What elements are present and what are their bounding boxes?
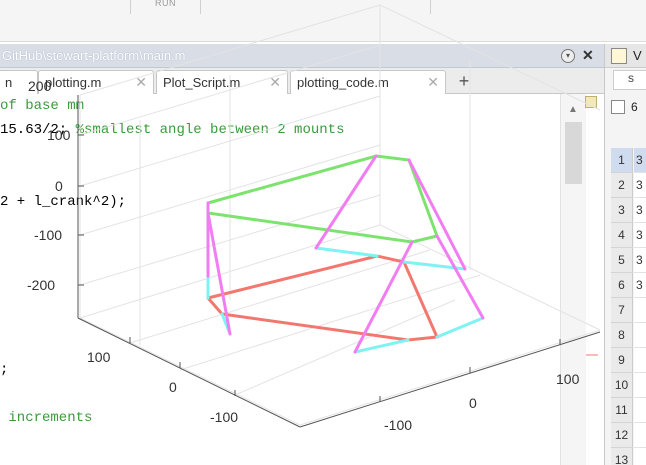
code-line: ; bbox=[0, 362, 9, 378]
toolstrip-divider bbox=[430, 0, 431, 14]
fold-icon[interactable] bbox=[585, 96, 597, 108]
variables-header: V bbox=[605, 44, 646, 68]
code-line: 15.63/2; %smallest angle between 2 mount… bbox=[0, 122, 344, 138]
variable-tab[interactable]: s bbox=[613, 70, 646, 90]
table-cell[interactable] bbox=[634, 298, 646, 323]
tab-main[interactable]: n bbox=[0, 70, 38, 94]
table-row-number[interactable]: 13 bbox=[611, 448, 633, 465]
add-tab-button[interactable]: + bbox=[458, 71, 470, 91]
table-cell[interactable]: 3 bbox=[634, 248, 646, 273]
table-row-number[interactable]: 4 bbox=[611, 223, 633, 248]
table-cell[interactable] bbox=[634, 398, 646, 423]
table-row-number[interactable]: 10 bbox=[611, 373, 633, 398]
editor-scrollbar[interactable]: ▲ bbox=[560, 94, 586, 465]
table-cell[interactable] bbox=[634, 348, 646, 373]
table-row-number[interactable]: 9 bbox=[611, 348, 633, 373]
table-cell[interactable]: 3 bbox=[634, 173, 646, 198]
tab-label: Plot_Script.m bbox=[163, 75, 241, 90]
code-text: 15.63/2; bbox=[0, 122, 76, 138]
window-menu-icon[interactable]: ▾ bbox=[561, 49, 575, 63]
table-row-number[interactable]: 3 bbox=[611, 198, 633, 223]
table-row-number[interactable]: 8 bbox=[611, 323, 633, 348]
variable-icon bbox=[611, 48, 627, 64]
code-line: increments bbox=[0, 410, 93, 426]
toolstrip-divider bbox=[130, 0, 131, 14]
table-row-number[interactable]: 12 bbox=[611, 423, 633, 448]
table-row-number[interactable]: 5 bbox=[611, 248, 633, 273]
variable-size: 6 bbox=[631, 100, 638, 114]
table-cell[interactable]: 3 bbox=[634, 198, 646, 223]
editor-file-path: GitHub\stewart-platform\main.m bbox=[2, 48, 186, 63]
tab-label: plotting_code.m bbox=[297, 75, 389, 90]
toolstrip-divider bbox=[200, 0, 201, 14]
table-cell[interactable] bbox=[634, 423, 646, 448]
toolstrip: RUN bbox=[0, 0, 646, 42]
run-section-label: RUN bbox=[155, 0, 176, 8]
close-icon[interactable]: ✕ bbox=[582, 47, 594, 63]
editor-tabbar: n plotting.m ✕ Plot_Script.m ✕ plotting_… bbox=[0, 68, 604, 94]
code-line: 2 + l_crank^2); bbox=[0, 194, 127, 210]
scrollbar-thumb[interactable] bbox=[565, 122, 582, 184]
table-row-number[interactable]: 1 bbox=[611, 148, 633, 173]
table-row-number[interactable]: 7 bbox=[611, 298, 633, 323]
code-comment: %smallest angle between 2 mounts bbox=[75, 122, 345, 138]
tab-plotting-code[interactable]: plotting_code.m ✕ bbox=[290, 70, 446, 94]
tab-plotting[interactable]: plotting.m ✕ bbox=[38, 70, 154, 94]
editor-titlebar: GitHub\stewart-platform\main.m ▾ ✕ bbox=[0, 44, 604, 68]
close-tab-icon[interactable]: ✕ bbox=[135, 74, 147, 90]
table-row-number[interactable]: 11 bbox=[611, 398, 633, 423]
workspace-panel: V s 6 1 3 2 3 3 3 4 3 5 3 6 3 7 8 9 10 11 12 13 bbox=[604, 44, 646, 465]
tab-label: n bbox=[5, 75, 13, 90]
table-cell[interactable] bbox=[634, 448, 646, 465]
tab-plot-script[interactable]: Plot_Script.m ✕ bbox=[156, 70, 288, 94]
variables-title: V bbox=[633, 48, 642, 63]
variable-tab-label: s bbox=[628, 71, 634, 85]
table-cell[interactable]: 3 bbox=[634, 273, 646, 298]
grid-icon bbox=[611, 100, 625, 114]
table-cell[interactable]: 3 bbox=[634, 223, 646, 248]
tab-label: plotting.m bbox=[45, 75, 102, 90]
table-cell[interactable] bbox=[634, 373, 646, 398]
table-row-number[interactable]: 2 bbox=[611, 173, 633, 198]
table-cell[interactable]: 3 bbox=[634, 148, 646, 173]
close-tab-icon[interactable]: ✕ bbox=[269, 74, 281, 90]
table-row-number[interactable]: 6 bbox=[611, 273, 633, 298]
table-cell[interactable] bbox=[634, 323, 646, 348]
close-tab-icon[interactable]: ✕ bbox=[427, 74, 439, 90]
scroll-up-icon[interactable]: ▲ bbox=[568, 104, 578, 115]
code-line: of base mm bbox=[0, 98, 85, 114]
